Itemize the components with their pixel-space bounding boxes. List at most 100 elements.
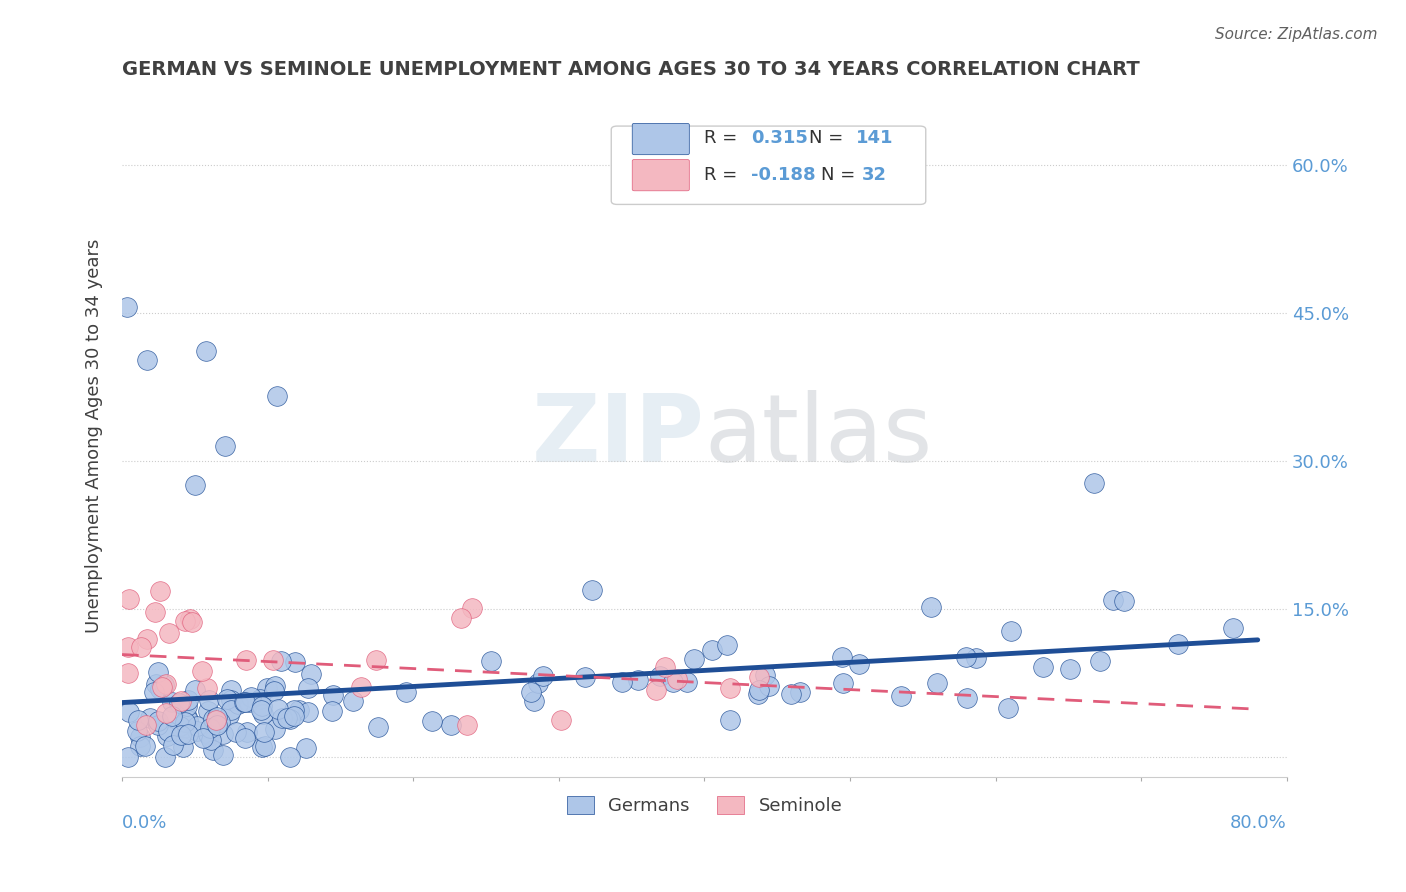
Point [266,701,288,715]
Point [240,690,263,705]
Point [848,657,870,671]
Point [197,681,219,695]
Point [143,605,166,619]
Point [342,694,364,708]
Point [627,673,650,687]
Point [221,703,243,717]
Point [233,695,256,709]
Point [1088,654,1111,668]
Point [205,710,228,724]
Point [201,743,224,757]
Text: N =: N = [821,166,855,184]
Point [221,682,243,697]
Point [146,665,169,679]
Point [186,719,208,733]
Point [211,727,233,741]
Point [1112,593,1135,607]
Point [125,724,148,739]
Point [702,643,724,657]
Point [173,715,195,730]
Point [169,696,191,710]
Point [181,615,204,630]
Point [149,681,172,696]
Point [212,747,235,762]
Point [295,740,318,755]
FancyBboxPatch shape [633,123,689,154]
Y-axis label: Unemployment Among Ages 30 to 34 years: Unemployment Among Ages 30 to 34 years [86,239,103,633]
Point [193,731,215,746]
Point [263,684,285,698]
Point [519,684,541,698]
Point [270,711,292,725]
Point [195,344,218,359]
Point [299,667,322,681]
Point [748,670,770,684]
Point [129,730,152,744]
Point [789,685,811,699]
Point [235,653,257,667]
Point [118,705,141,719]
Point [574,670,596,684]
Text: N =: N = [810,129,844,147]
Point [186,723,208,738]
Point [238,695,260,709]
Point [198,721,221,735]
Point [205,718,228,732]
Legend: Germans, Seminole: Germans, Seminole [560,789,849,822]
Point [925,676,948,690]
Point [612,675,634,690]
Point [270,654,292,668]
Point [283,709,305,723]
Point [176,710,198,724]
Point [262,653,284,667]
Point [157,724,180,739]
Point [156,729,179,743]
Point [184,682,207,697]
Point [155,677,177,691]
Point [184,477,207,491]
Point [170,694,193,708]
Point [264,679,287,693]
Point [456,718,478,732]
Point [747,688,769,702]
Point [160,708,183,723]
Point [197,727,219,741]
Point [395,685,418,699]
Point [831,676,853,690]
Point [531,669,554,683]
Point [200,733,222,747]
Point [1101,593,1123,607]
Point [128,739,150,754]
Point [249,692,271,706]
Text: 32: 32 [862,166,887,184]
Point [367,720,389,734]
Point [278,712,301,726]
Point [278,750,301,764]
Point [176,726,198,740]
Point [233,731,256,745]
Point [149,584,172,599]
Point [297,705,319,719]
Point [1083,475,1105,490]
Point [461,601,484,615]
Point [1032,659,1054,673]
Point [250,703,273,717]
Point [1000,624,1022,639]
Point [157,626,180,640]
Point [205,713,228,727]
Point [173,722,195,736]
Point [956,690,979,705]
Point [420,714,443,728]
Point [152,678,174,692]
Point [162,738,184,752]
Point [232,695,254,709]
Point [364,653,387,667]
Point [155,706,177,721]
Point [201,712,224,726]
Point [118,591,141,606]
Point [177,713,200,727]
Point [1059,662,1081,676]
Point [350,680,373,694]
FancyBboxPatch shape [612,126,925,204]
Point [297,681,319,696]
